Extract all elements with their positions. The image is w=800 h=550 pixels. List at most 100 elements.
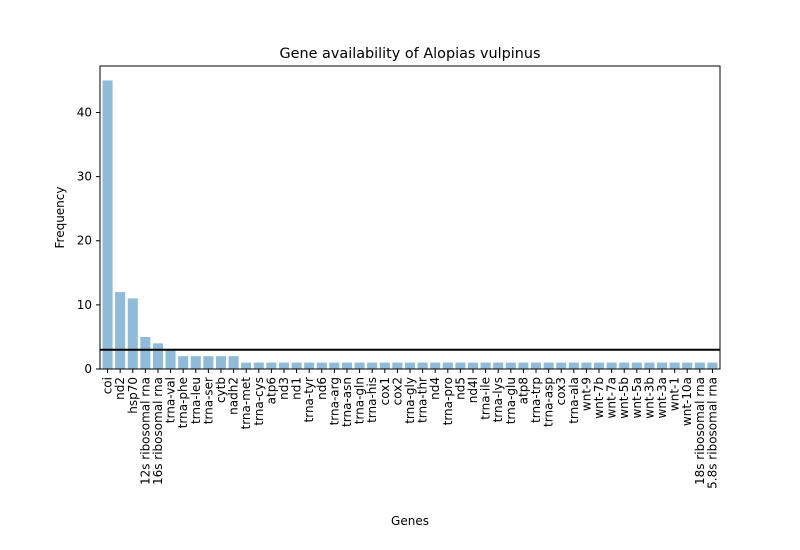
x-tick-label-31: trna-lys: [491, 377, 505, 422]
bar-24: [404, 362, 416, 369]
bar-44: [656, 362, 668, 369]
bar-20: [354, 362, 365, 369]
x-tick-label-4: 16s ribosomal rna: [151, 377, 165, 485]
x-tick-label-33: atp8: [516, 377, 530, 404]
x-tick-label-3: 12s ribosomal rna: [138, 377, 152, 485]
x-tick-label-19: trna-asn: [340, 377, 354, 427]
bar-34: [530, 362, 542, 369]
bar-33: [518, 362, 529, 369]
bar-7: [190, 356, 201, 369]
x-tick-label-43: wnt-3b: [642, 377, 656, 419]
x-tick-label-34: trna-trp: [529, 377, 543, 423]
x-tick-label-41: wnt-5b: [617, 377, 631, 419]
x-tick-label-26: nd4: [428, 377, 442, 400]
bar-32: [505, 362, 516, 369]
bar-4: [152, 343, 164, 369]
x-tick-label-12: trna-cys: [252, 377, 266, 426]
x-tick-label-29: nd4l: [466, 377, 480, 403]
x-axis-label: Genes: [391, 514, 429, 528]
x-tick-label-44: wnt-3a: [655, 377, 669, 418]
x-tick-label-21: trna-his: [365, 377, 379, 423]
x-tick-label-10: nadh2: [227, 377, 241, 415]
x-tick-label-27: trna-pro: [441, 377, 455, 425]
x-tick-label-6: trna-phe: [176, 377, 190, 428]
bar-11: [241, 362, 252, 369]
bar-5: [165, 349, 176, 369]
x-tick-label-13: atp6: [264, 377, 278, 404]
bar-45: [669, 362, 680, 369]
x-tick-label-23: cox2: [390, 377, 404, 405]
x-tick-label-46: wnt-10a: [680, 377, 694, 426]
bar-21: [367, 362, 378, 369]
bar-27: [442, 362, 453, 369]
x-tick-label-11: trna-met: [239, 377, 253, 430]
bar-22: [379, 362, 390, 369]
bar-9: [215, 356, 227, 369]
x-tick-label-38: wnt-9: [579, 377, 593, 411]
x-tick-label-15: nd1: [290, 377, 304, 400]
x-tick-label-40: wnt-7a: [605, 377, 619, 418]
bar-25: [417, 362, 428, 369]
bar-35: [543, 362, 554, 369]
bar-6: [178, 356, 189, 369]
x-tick-label-45: wnt-1: [668, 377, 682, 411]
bar-1: [115, 292, 126, 369]
bar-12: [253, 362, 264, 369]
bar-8: [203, 356, 214, 369]
x-tick-label-37: trna-ala: [567, 377, 581, 424]
x-tick-label-48: 5.8s ribosomal rna: [705, 377, 719, 489]
bars-group: [102, 80, 718, 369]
bar-39: [593, 362, 605, 369]
x-tick-label-5: trna-val: [164, 377, 178, 423]
x-tick-label-7: trna-leu: [189, 377, 203, 424]
y-tick-label-1: 10: [77, 298, 92, 312]
x-tick-label-24: trna-gly: [403, 377, 417, 424]
x-tick-label-20: trna-gln: [353, 377, 367, 424]
y-axis: 0 10 20 30 40: [77, 105, 100, 376]
x-tick-label-39: wnt-7b: [592, 377, 606, 419]
x-tick-label-35: trna-asp: [542, 377, 556, 427]
bar-18: [329, 362, 340, 369]
x-tick-label-0: coi: [101, 377, 115, 394]
bar-2: [127, 298, 138, 369]
y-tick-label-0: 0: [84, 362, 92, 376]
bar-26: [430, 362, 441, 369]
bar-16: [304, 362, 315, 369]
bar-14: [278, 362, 290, 369]
y-tick-label-4: 40: [77, 105, 92, 119]
bar-37: [568, 362, 579, 369]
bar-40: [606, 362, 617, 369]
bar-13: [266, 362, 277, 369]
x-tick-label-8: trna-ser: [201, 377, 215, 424]
x-tick-label-32: trna-glu: [504, 377, 518, 424]
x-tick-label-17: nd6: [315, 377, 329, 400]
bar-19: [341, 362, 353, 369]
x-tick-label-25: trna-thr: [416, 377, 430, 423]
x-tick-label-18: trna-arg: [327, 377, 341, 425]
x-tick-label-14: nd3: [277, 377, 291, 400]
bar-23: [392, 362, 403, 369]
y-axis-label: Frequency: [53, 187, 67, 249]
x-tick-label-28: nd5: [453, 377, 467, 400]
chart-title: Gene availability of Alopias vulpinus: [279, 46, 540, 62]
bar-3: [140, 336, 151, 369]
y-tick-label-2: 20: [77, 234, 92, 248]
bar-47: [694, 362, 705, 369]
x-tick-label-1: nd2: [113, 377, 127, 400]
bar-41: [619, 362, 630, 369]
y-tick-label-3: 30: [77, 170, 92, 184]
plot-frame: [99, 65, 721, 370]
x-tick-label-47: 18s ribosomal rna: [693, 377, 707, 485]
x-tick-label-9: cytb: [214, 377, 228, 403]
bar-30: [480, 362, 491, 369]
x-tick-label-42: wnt-5a: [630, 377, 644, 418]
bar-10: [228, 356, 239, 369]
bar-15: [291, 362, 302, 369]
bar-38: [581, 362, 592, 369]
x-tick-label-2: hsp70: [126, 377, 140, 414]
bar-36: [556, 362, 567, 369]
x-tick-label-16: trna-tyr: [302, 377, 316, 423]
bar-48: [707, 362, 718, 369]
